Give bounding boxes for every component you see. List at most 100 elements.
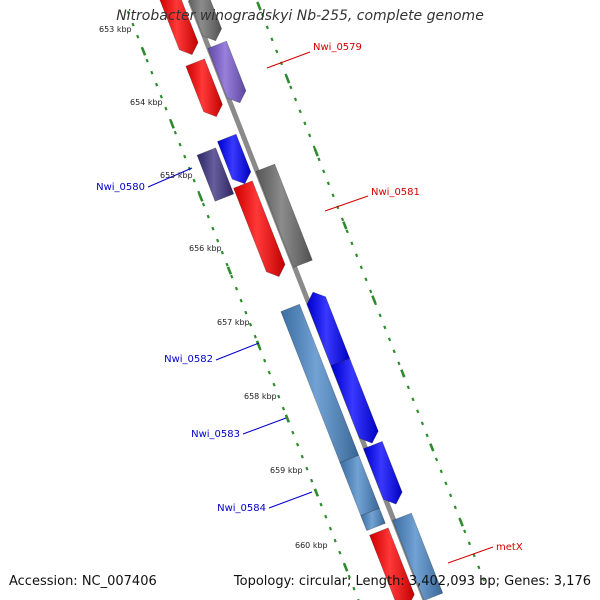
scale-dot <box>164 106 168 111</box>
scale-dot <box>230 274 234 279</box>
scale-dot <box>248 322 253 327</box>
scale-dot <box>305 466 309 471</box>
scale-dot <box>406 385 410 390</box>
scale-dot <box>173 130 177 135</box>
scale-label: 660 kbp <box>295 541 328 550</box>
label-leader-lines <box>147 51 494 564</box>
scale-dot <box>326 181 331 186</box>
scale-dot <box>477 565 481 570</box>
scale-label: 657 kbp <box>217 318 250 327</box>
scale-dot <box>345 229 349 234</box>
scale-dot <box>444 481 448 486</box>
gene-labels: Nwi_0579 Nwi_0580 Nwi_0581 Nwi_0582 Nwi_0583… <box>96 42 523 553</box>
scale-dot <box>178 142 182 147</box>
scale-label: 659 kbp <box>270 466 303 475</box>
scale-dot <box>206 214 210 219</box>
scale-dot <box>416 409 420 414</box>
scale-dot <box>439 469 443 474</box>
leader-line <box>447 546 494 564</box>
scale-dot <box>220 250 224 255</box>
scale-dot <box>225 262 229 267</box>
scale-dot <box>159 94 163 99</box>
gene-label-nwi_0580: Nwi_0580 <box>96 182 145 193</box>
scale-label: 655 kbp <box>160 171 193 180</box>
scale-dot <box>369 289 373 294</box>
accession-text: Accession: NC_007406 <box>9 574 157 589</box>
scale-dot <box>467 541 472 546</box>
scale-dot <box>328 526 333 531</box>
scale-dot <box>272 382 276 387</box>
gene-label-nwi_0581: Nwi_0581 <box>371 187 420 198</box>
map-title: Nitrobacter winogradskyi Nb-255, complet… <box>116 8 484 24</box>
scale-label: 656 kbp <box>189 244 222 253</box>
scale-dot <box>126 10 130 15</box>
scale-dot <box>192 178 196 183</box>
gene-label-nwi_0583: Nwi_0583 <box>191 429 240 440</box>
gene-features <box>159 0 444 600</box>
scale-major-tick <box>140 47 147 56</box>
scale-dot <box>197 190 201 195</box>
gene-label-nwi_0579: Nwi_0579 <box>313 42 362 53</box>
leader-line <box>266 51 311 69</box>
scale-dot <box>265 25 269 30</box>
scale-dot <box>319 502 323 507</box>
scale-major-tick <box>255 340 262 349</box>
scale-dot <box>449 493 453 498</box>
scale-dot <box>289 85 293 90</box>
scale-dot <box>308 133 312 138</box>
scale-dot <box>298 109 302 114</box>
scale-dot <box>244 310 248 315</box>
scale-major-tick <box>400 369 406 378</box>
scale-major-tick <box>284 414 291 423</box>
scale-label: 658 kbp <box>244 392 277 401</box>
scale-dot <box>331 193 335 198</box>
scale-dot <box>420 421 425 426</box>
scale-dot <box>364 277 368 282</box>
scale-dot <box>150 70 154 75</box>
scale-major-tick <box>313 488 320 497</box>
scale-dot <box>453 505 457 510</box>
scale-dot <box>234 286 239 291</box>
scale-dot <box>291 430 295 435</box>
scale-dot <box>275 49 279 54</box>
scale-dot <box>359 265 363 270</box>
scale-dot <box>295 442 300 447</box>
scale-dot <box>340 217 345 222</box>
scale-major-tick <box>429 443 435 452</box>
scale-dot <box>352 586 356 591</box>
leader-line <box>215 342 260 361</box>
scale-dot <box>338 550 342 555</box>
scale-dot <box>397 361 401 366</box>
scale-dot <box>333 538 337 543</box>
scale-dot <box>355 253 359 258</box>
scale-labels: 653 kbp 654 kbp 655 kbp 656 kbp 657 kbp 658 k… <box>99 25 328 550</box>
scale-label: 653 kbp <box>99 25 132 34</box>
scale-dot <box>300 454 304 459</box>
scale-major-tick <box>343 563 349 572</box>
scale-dot <box>312 145 316 150</box>
scale-major-tick <box>313 148 319 157</box>
scale-dot <box>145 58 149 63</box>
genome-summary-text: Topology: circular; Length: 3,402,093 bp… <box>233 574 591 589</box>
leader-line <box>324 195 369 212</box>
leader-line <box>242 417 287 435</box>
scale-dot <box>472 553 476 558</box>
scale-dot <box>303 121 307 126</box>
scale-dot <box>154 82 159 87</box>
scale-major-tick <box>256 2 262 11</box>
scale-major-tick <box>198 193 204 202</box>
scale-dot <box>463 529 467 534</box>
leader-line <box>268 491 313 509</box>
scale-label: 654 kbp <box>130 98 163 107</box>
scale-dot <box>350 241 354 246</box>
scale-major-tick <box>458 518 464 527</box>
gene-label-metx: metX <box>496 542 523 553</box>
scale-dot <box>481 577 486 582</box>
scale-dot <box>277 394 281 399</box>
scale-dot <box>378 313 382 318</box>
scale-major-tick <box>169 120 175 129</box>
scale-dot <box>263 358 267 363</box>
scale-major-tick <box>371 295 377 304</box>
scale-dot <box>324 514 328 519</box>
